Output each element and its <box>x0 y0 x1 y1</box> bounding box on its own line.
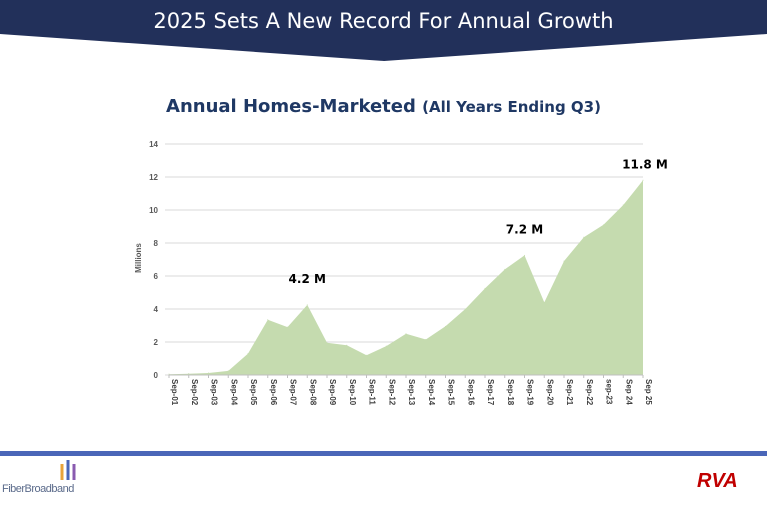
fiberbroadband-logo: FiberBroadband <box>2 460 76 495</box>
x-tick-label: Sep 24 <box>624 379 633 405</box>
x-tick-label: Sep-13 <box>407 379 416 406</box>
data-point <box>642 179 644 181</box>
area-series <box>169 180 643 375</box>
data-point <box>306 304 308 306</box>
x-tick-label: Sep-05 <box>249 379 258 406</box>
y-tick-label: 0 <box>154 371 159 380</box>
data-point <box>504 268 506 270</box>
data-point <box>405 333 407 335</box>
data-point <box>524 254 525 256</box>
y-tick-label: 4 <box>154 305 159 314</box>
data-point <box>563 260 565 262</box>
data-point <box>385 345 387 347</box>
x-tick-label: Sep-04 <box>229 379 238 406</box>
x-tick-label: Sep-14 <box>427 379 436 406</box>
x-tick-label: Sep-01 <box>170 379 179 406</box>
data-point <box>425 339 427 341</box>
x-tick-label: Sep-22 <box>585 379 594 406</box>
data-point <box>287 326 288 328</box>
title-banner <box>0 0 767 61</box>
x-tick-label: Sep-06 <box>269 379 278 406</box>
y-tick-label: 10 <box>149 206 158 215</box>
x-tick-label: Sep 25 <box>644 379 653 405</box>
data-point <box>346 344 348 346</box>
data-point <box>583 236 585 238</box>
data-point <box>168 373 170 375</box>
data-point <box>622 204 624 206</box>
rva-logo: RVA <box>697 470 738 492</box>
y-axis-label: Millions <box>134 243 143 273</box>
x-tick-label: Sep-18 <box>506 379 515 406</box>
x-tick-label: Sep-17 <box>486 379 495 406</box>
x-tick-label: Sep-02 <box>190 379 199 406</box>
x-tick-label: sep-23 <box>605 379 614 405</box>
y-tick-label: 12 <box>149 173 158 182</box>
data-point <box>366 354 367 356</box>
x-tick-label: Sep-09 <box>328 379 337 406</box>
x-tick-label: Sep-10 <box>348 379 357 406</box>
x-tick-label: Sep-07 <box>289 379 298 406</box>
data-point <box>603 224 604 226</box>
data-point <box>484 287 486 289</box>
chart-title-main: Annual Homes-Marketed <box>166 96 416 117</box>
y-tick-label: 2 <box>154 338 159 347</box>
slide-title: 2025 Sets A New Record For Annual Growth <box>153 9 614 33</box>
y-tick-label: 6 <box>154 272 159 281</box>
chart-subtitle: (All Years Ending Q3) <box>422 98 601 116</box>
data-label: 11.8 M <box>622 157 668 171</box>
footer-divider <box>0 451 767 456</box>
data-point <box>208 372 209 374</box>
data-point <box>267 319 269 321</box>
data-point <box>188 373 190 375</box>
x-tick-label: Sep-08 <box>308 379 317 406</box>
x-tick-label: Sep-12 <box>387 379 396 406</box>
x-tick-label: Sep-21 <box>565 379 574 406</box>
data-point <box>247 353 249 355</box>
data-point <box>464 308 466 310</box>
x-tick-label: Sep-20 <box>545 379 554 406</box>
data-label: 4.2 M <box>289 272 326 286</box>
data-point <box>326 342 328 344</box>
data-point <box>543 301 545 303</box>
x-tick-label: Sep-11 <box>368 379 377 405</box>
data-label: 7.2 M <box>506 222 543 236</box>
data-point <box>445 325 446 327</box>
x-tick-label: Sep-15 <box>447 379 456 406</box>
data-point <box>227 370 229 372</box>
y-tick-label: 14 <box>149 140 158 149</box>
x-tick-label: Sep-19 <box>526 379 535 406</box>
x-tick-label: Sep-16 <box>466 379 475 406</box>
y-tick-label: 8 <box>154 239 159 248</box>
chart-title: Annual Homes-Marketed (All Years Ending … <box>0 96 767 117</box>
x-tick-label: Sep-03 <box>210 379 219 406</box>
